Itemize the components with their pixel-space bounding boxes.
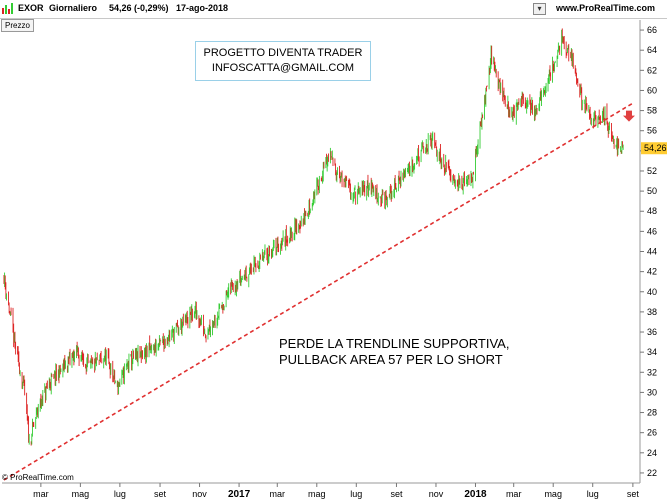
y-tick-label: 38 <box>647 307 657 317</box>
x-tick-label: mag <box>308 489 326 499</box>
y-tick-label: 46 <box>647 226 657 236</box>
y-tick-label: 26 <box>647 428 657 438</box>
x-tick-label: nov <box>429 489 444 499</box>
y-tick-label: 50 <box>647 186 657 196</box>
y-tick-label: 62 <box>647 65 657 75</box>
x-tick-label: nov <box>192 489 207 499</box>
down-arrow-icon <box>622 110 635 122</box>
y-tick-label: 64 <box>647 45 657 55</box>
x-tick-label: mar <box>33 489 49 499</box>
annotation-box: PROGETTO DIVENTA TRADER INFOSCATTA@GMAIL… <box>195 41 371 81</box>
x-tick-label: lug <box>587 489 599 499</box>
note-line-1: PERDE LA TRENDLINE SUPPORTIVA, <box>279 336 510 351</box>
y-tick-label: 36 <box>647 327 657 337</box>
x-tick-label: mag <box>72 489 90 499</box>
y-tick-label: 30 <box>647 387 657 397</box>
timeframe-label: Giornaliero <box>49 3 98 13</box>
pane-label: Prezzo <box>1 19 34 32</box>
y-tick-label: 58 <box>647 106 657 116</box>
site-label: www.ProRealTime.com <box>556 3 656 13</box>
x-tick-label: 2017 <box>228 489 251 500</box>
y-tick-label: 24 <box>647 448 657 458</box>
x-tick-label: lug <box>350 489 362 499</box>
copyright-credit: © ProRealTime.com <box>2 473 74 482</box>
y-tick-label: 32 <box>647 367 657 377</box>
candlestick-icon <box>2 3 14 14</box>
x-tick-label: 2018 <box>464 489 487 500</box>
y-tick-label: 34 <box>647 347 657 357</box>
y-tick-label: 60 <box>647 85 657 95</box>
annotation-line-1: PROGETTO DIVENTA TRADER <box>203 47 363 59</box>
last-price-tag <box>641 142 667 155</box>
y-tick-label: 40 <box>647 287 657 297</box>
trendline <box>3 102 633 481</box>
y-tick-label: 56 <box>647 126 657 136</box>
note-line-2: PULLBACK AREA 57 PER LO SHORT <box>279 352 503 367</box>
x-tick-label: set <box>390 489 403 499</box>
x-tick-label: lug <box>114 489 126 499</box>
x-tick-label: set <box>627 489 640 499</box>
y-tick-label: 44 <box>647 247 657 257</box>
y-tick-label: 52 <box>647 166 657 176</box>
y-tick-label: 66 <box>647 25 657 35</box>
x-tick-label: set <box>154 489 167 499</box>
quote-label: 54,26 (-0,29%) <box>109 3 169 13</box>
annotation-line-2: INFOSCATTA@GMAIL.COM <box>211 62 355 74</box>
y-tick-label: 48 <box>647 206 657 216</box>
y-tick-label: 22 <box>647 468 657 478</box>
x-tick-label: mar <box>270 489 286 499</box>
symbol-label: EXOR <box>18 3 44 13</box>
date-label: 17-ago-2018 <box>176 3 229 13</box>
x-tick-label: mar <box>506 489 522 499</box>
candles-group <box>3 28 624 446</box>
y-tick-label: 28 <box>647 408 657 418</box>
minimize-icon[interactable]: ▾ <box>533 3 546 15</box>
header-bar: EXOR Giornaliero 54,26 (-0,29%) 17-ago-2… <box>0 0 667 19</box>
y-axis: 2224262830323436384042444648505254565860… <box>639 20 657 483</box>
analysis-note: PERDE LA TRENDLINE SUPPORTIVA, PULLBACK … <box>279 336 509 368</box>
x-axis: mar mag lug set nov 2017 mar mag lug set nov 2018 ma… <box>2 482 640 500</box>
y-tick-label: 42 <box>647 267 657 277</box>
last-price-label: 54,26 <box>644 143 667 153</box>
x-tick-label: mag <box>544 489 562 499</box>
